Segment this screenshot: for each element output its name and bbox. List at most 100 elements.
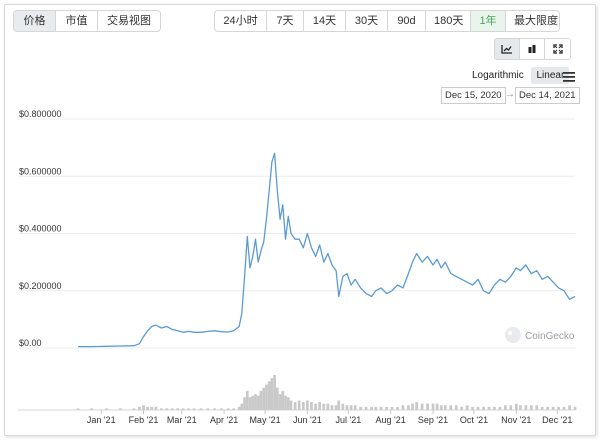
volume-bar — [146, 406, 149, 410]
y-tick-label: $0.00 — [19, 338, 42, 348]
volume-bar — [557, 406, 560, 410]
date-from-input[interactable]: Dec 15, 2020 — [441, 87, 506, 104]
volume-bar — [314, 403, 317, 410]
volume-bar — [379, 406, 383, 410]
range-14d-button[interactable]: 14天 — [304, 11, 346, 31]
range-24h-button[interactable]: 24小时 — [215, 11, 267, 31]
watermark-text: CoinGecko — [525, 331, 575, 342]
volume-bar — [407, 405, 410, 410]
volume-bar — [199, 408, 203, 410]
y-tick-label: $0.400000 — [19, 224, 62, 234]
range-180d-button[interactable]: 180天 — [426, 11, 471, 31]
range-30d-button[interactable]: 30天 — [346, 11, 388, 31]
range-1y-button[interactable]: 1年 — [471, 11, 506, 31]
volume-bar — [240, 403, 244, 410]
tab-price[interactable]: 价格 — [14, 11, 56, 31]
time-range-selector: 24小时 7天 14天 30天 90d 180天 1年 最大限度 — [214, 10, 560, 32]
candlestick-icon[interactable] — [520, 39, 545, 59]
volume-bar — [154, 406, 158, 410]
volume-bar — [401, 405, 405, 410]
volume-bar — [90, 408, 94, 410]
volume-bar — [245, 390, 249, 410]
line-chart-icon[interactable] — [495, 39, 520, 59]
volume-bar — [284, 395, 287, 410]
volume-bar — [415, 402, 418, 410]
volume-bar — [138, 406, 141, 410]
volume-bar — [142, 405, 145, 410]
hamburger-menu-icon[interactable] — [563, 69, 575, 87]
chart-widget-frame — [4, 4, 596, 436]
volume-bar — [535, 405, 539, 410]
tab-tradingview[interactable]: 交易视图 — [107, 15, 151, 27]
volume-bar — [297, 400, 301, 410]
volume-bar — [465, 405, 469, 410]
view-tabs: 价格 市值 交易视图 — [13, 10, 161, 32]
volume-bar — [118, 408, 122, 410]
volume-bar — [289, 400, 293, 410]
volume-bar — [248, 397, 252, 410]
fullscreen-icon[interactable] — [545, 39, 570, 59]
volume-bar — [374, 406, 378, 410]
x-tick-label: Dec '21 — [542, 415, 572, 425]
volume-bar — [286, 397, 290, 410]
volume-bar — [540, 406, 544, 410]
volume-bar — [385, 406, 388, 410]
volume-bar — [259, 390, 263, 410]
logarithmic-scale-option[interactable]: Logarithmic — [472, 70, 524, 81]
volume-bar — [281, 390, 285, 410]
tab-market-cap[interactable]: 市值 — [56, 11, 98, 31]
y-tick-label: $0.200000 — [19, 281, 62, 291]
x-tick-label: Jul '21 — [335, 415, 361, 425]
volume-bar — [431, 403, 435, 410]
volume-bar — [176, 408, 180, 410]
volume-bar — [476, 406, 480, 410]
volume-bar — [105, 408, 109, 410]
volume-bar — [487, 406, 491, 410]
range-7d-button[interactable]: 7天 — [267, 11, 304, 31]
volume-bar — [341, 403, 345, 410]
x-tick-label: Sep '21 — [418, 415, 448, 425]
volume-bar — [524, 405, 528, 410]
x-tick-label: Oct '21 — [460, 415, 488, 425]
x-tick-label: May '21 — [249, 415, 280, 425]
y-tick-label: $0.600000 — [19, 166, 62, 176]
volume-bar — [220, 408, 223, 410]
volume-bar — [76, 408, 80, 410]
volume-bar — [256, 395, 260, 410]
volume-bar — [318, 402, 322, 410]
volume-bar — [262, 387, 266, 410]
coingecko-logo-icon — [505, 327, 521, 343]
x-tick-label: Mar '21 — [167, 415, 197, 425]
volume-bar — [562, 406, 566, 410]
volume-bar — [181, 408, 185, 410]
volume-bar — [359, 406, 362, 410]
x-axis: Jan '21 Feb '21 Mar '21 Apr '21 May '21 Jun '… — [87, 410, 572, 425]
x-tick-label: Apr '21 — [210, 415, 238, 425]
volume-bar — [519, 405, 522, 410]
volume-bar — [165, 408, 169, 410]
volume-bar — [349, 405, 353, 410]
volume-bar — [514, 403, 518, 410]
range-max-button[interactable]: 最大限度 — [514, 15, 558, 27]
volume-bar — [345, 405, 349, 410]
y-tick-label: $0.800000 — [19, 109, 62, 119]
linear-scale-option[interactable]: Linear — [531, 67, 570, 84]
volume-bar — [265, 384, 268, 410]
date-to-input[interactable]: Dec 14, 2021 — [515, 87, 580, 104]
price-line — [78, 152, 576, 348]
volume-bar — [498, 406, 502, 410]
volume-bar — [322, 403, 326, 410]
date-range-arrow-icon: → — [505, 89, 515, 100]
volume-bar — [396, 406, 399, 410]
volume-bar — [275, 387, 279, 410]
volume-bar — [192, 408, 196, 410]
scale-toggle: Logarithmic Linear — [467, 67, 570, 84]
volume-bar — [390, 406, 394, 410]
volume-bar — [251, 395, 255, 410]
volume-bar — [232, 408, 236, 410]
range-90d-button[interactable]: 90d — [388, 11, 426, 31]
x-tick-label: Jun '21 — [293, 415, 322, 425]
volume-bar — [267, 381, 271, 410]
volume-bar — [471, 406, 474, 410]
